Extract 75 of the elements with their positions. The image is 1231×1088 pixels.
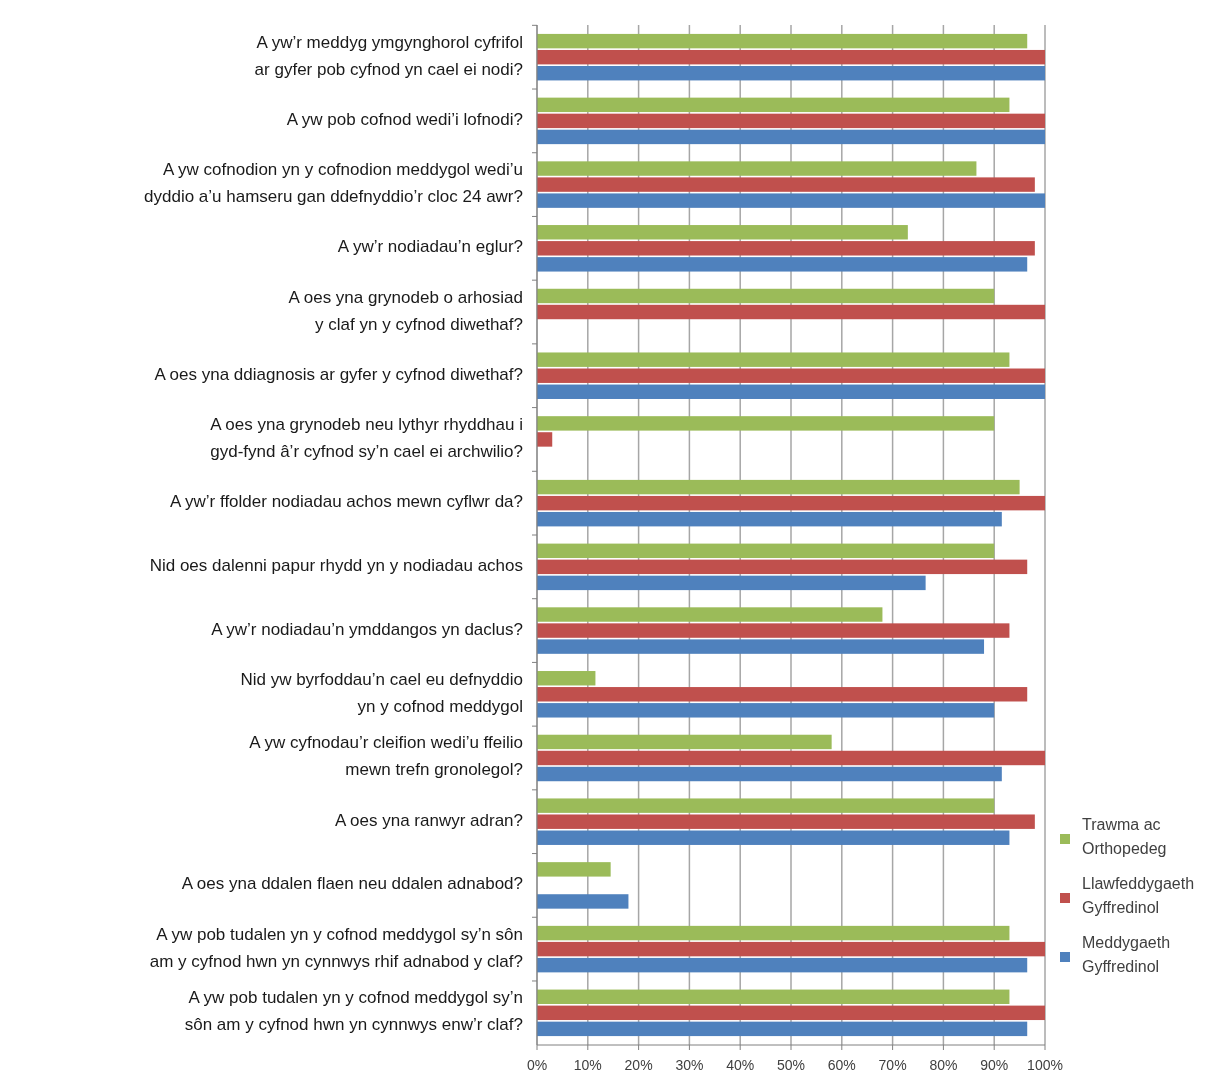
bar — [537, 33, 1028, 49]
bar — [537, 511, 1002, 527]
bar — [537, 989, 1010, 1005]
bar — [537, 925, 1010, 941]
bar — [537, 575, 926, 591]
bar — [537, 687, 1028, 702]
legend-label: Llawfeddygaeth Gyffredinol — [1082, 875, 1195, 917]
y-tick-label: A yw’r nodiadau’n eglur? — [337, 237, 523, 257]
x-tick-label: 20% — [624, 1057, 653, 1073]
bar — [537, 257, 1028, 272]
bar — [537, 479, 1020, 495]
bar — [537, 830, 1010, 845]
bar — [537, 288, 995, 304]
bar — [537, 814, 1035, 829]
bar — [537, 639, 985, 654]
bar — [537, 543, 995, 559]
bar — [537, 559, 1028, 575]
y-tick-label: A yw pob cofnod wedi’i lofnodi? — [286, 110, 523, 130]
y-tick-label: A yw pob tudalen yn y cofnod meddygol sy’n sôn am y cyfnod hwn yn cynnwys rhif adnabod y claf? — [149, 925, 523, 972]
bar — [537, 241, 1035, 256]
y-tick-label: A yw cyfnodau’r cleifion wedi’u ffeilio mewn trefn gronolegol? — [249, 733, 523, 780]
bar — [537, 384, 1045, 399]
x-tick-label: 90% — [980, 1057, 1009, 1073]
x-tick-label: 10% — [573, 1057, 602, 1073]
bar — [537, 607, 883, 622]
y-tick-label: Nid yw byrfoddau’n cael eu defnyddio yn y cofnod meddygol — [240, 670, 523, 717]
bar — [537, 1021, 1028, 1037]
y-tick-label: A oes yna ddiagnosis ar gyfer y cyfnod diwethaf? — [154, 365, 523, 385]
bar — [537, 671, 596, 686]
y-tick-label: Nid oes dalenni papur rhydd yn y nodiadau achos — [149, 556, 523, 576]
x-tick-label: 50% — [776, 1057, 806, 1073]
bar — [537, 129, 1045, 145]
y-tick-label: A oes yna grynodeb o arhosiad y claf yn y cyfnod diwethaf? — [288, 288, 523, 334]
bar — [537, 894, 629, 909]
x-tick-label: 0% — [526, 1057, 548, 1073]
y-tick-label: A yw’r ffolder nodiadau achos mewn cyflwr da? — [169, 492, 523, 512]
bar — [537, 193, 1045, 208]
bar — [537, 750, 1045, 766]
y-tick-label: A oes yna grynodeb neu lythyr rhyddhau i gyd-fynd â’r cyfnod sy’n cael ei archwilio? — [210, 415, 523, 462]
legend-label: Meddygaeth Gyffredinol — [1082, 934, 1171, 976]
x-tick-label: 60% — [827, 1057, 856, 1073]
bar — [537, 862, 611, 877]
bar — [537, 798, 995, 813]
bar — [537, 432, 553, 447]
y-tick-label: A oes yna ddalen flaen neu ddalen adnabod? — [181, 874, 523, 894]
bar — [537, 495, 1045, 511]
x-tick-label: 30% — [675, 1057, 704, 1073]
bar — [537, 368, 1045, 383]
bar — [537, 766, 1002, 782]
bar — [537, 352, 1010, 367]
bar — [537, 703, 995, 718]
y-tick-label: A yw’r meddyg ymgynghorol cyfrifol ar gyfer pob cyfnod yn cael ei nodi? — [254, 33, 523, 80]
bar — [537, 941, 1045, 957]
bar — [537, 734, 832, 750]
bar — [537, 225, 908, 240]
bar — [537, 113, 1045, 129]
bar — [537, 416, 995, 431]
bar — [537, 304, 1045, 320]
bar — [537, 1005, 1045, 1021]
x-tick-label: 70% — [878, 1057, 907, 1073]
bar — [537, 623, 1010, 638]
legend-label: Trawma ac Orthopedeg — [1082, 816, 1167, 858]
x-tick-label: 40% — [726, 1057, 755, 1073]
x-tick-label: 80% — [929, 1057, 958, 1073]
bar — [537, 65, 1045, 81]
y-tick-label: A yw cofnodion yn y cofnodion meddygol wedi’u dyddio a’u hamseru gan ddefnyddio’r cloc 24 awr? — [144, 160, 523, 207]
bar — [537, 49, 1045, 65]
bar — [537, 97, 1010, 113]
bar — [537, 161, 977, 176]
bar — [537, 177, 1035, 192]
y-tick-label: A yw’r nodiadau’n ymddangos yn daclus? — [211, 620, 523, 640]
bar — [537, 957, 1028, 973]
x-tick-label: 100% — [1027, 1057, 1063, 1073]
y-tick-label: A yw pob tudalen yn y cofnod meddygol sy’n sôn am y cyfnod hwn yn cynnwys enw’r claf? — [184, 988, 523, 1035]
y-tick-label: A oes yna ranwyr adran? — [334, 811, 523, 831]
